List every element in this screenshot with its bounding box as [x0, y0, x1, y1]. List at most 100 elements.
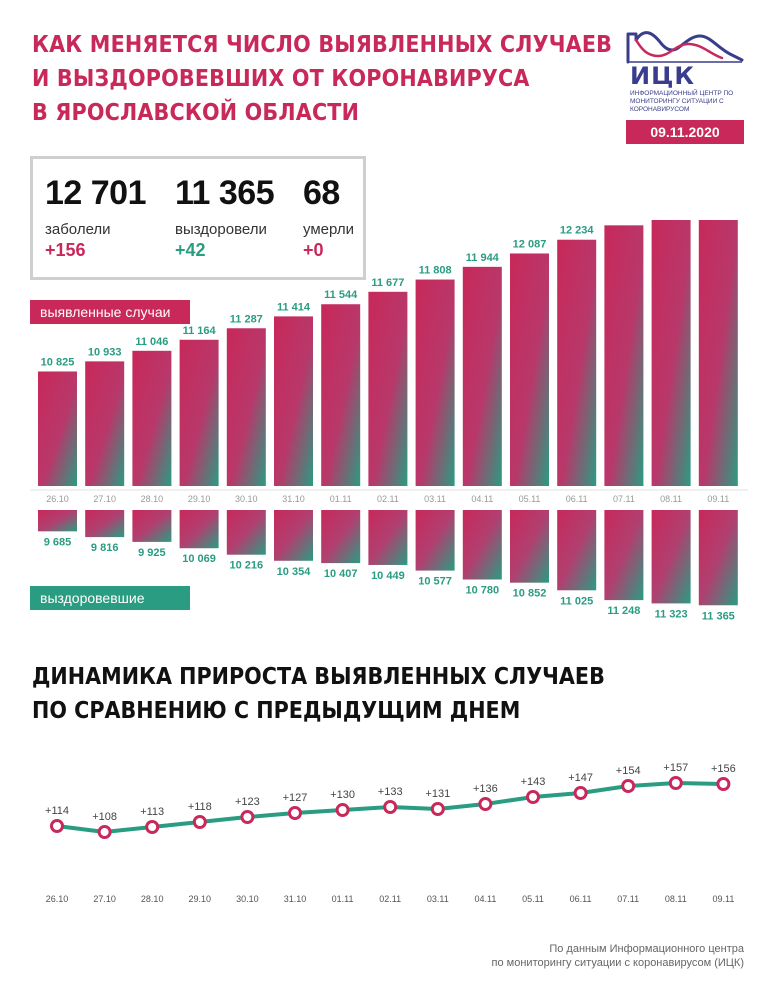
date-badge: 09.11.2020 — [626, 120, 744, 144]
cases-bar-label: 10 933 — [88, 346, 122, 358]
recovered-bar-label: 11 248 — [607, 605, 640, 617]
recovered-bar-label: 11 365 — [702, 610, 735, 622]
logo-name: ИЦК — [630, 62, 695, 90]
recovered-bar-label: 9 925 — [138, 547, 166, 559]
recovered-bar — [368, 510, 408, 565]
logo: ИЦК ИНФОРМАЦИОННЫЙ ЦЕНТР ПО МОНИТОРИНГУ … — [626, 30, 744, 113]
cases-tag: выявленные случаи — [30, 300, 190, 324]
growth-point — [192, 815, 207, 829]
stat-cases-delta: +156 — [45, 240, 86, 260]
stat-recovered: 11 365 выздоровели +42 — [175, 173, 275, 261]
main-title: КАК МЕНЯЕТСЯ ЧИСЛО ВЫЯВЛЕННЫХ СЛУЧАЕВ И … — [32, 28, 613, 130]
cases-bar-label: 12 087 — [513, 238, 547, 250]
growth-point-label: +127 — [283, 792, 308, 804]
growth-point-label: +114 — [45, 805, 69, 817]
recovered-bar-label: 11 025 — [560, 595, 593, 607]
cases-bar — [274, 316, 313, 486]
cases-bar — [368, 291, 408, 486]
growth-point-label: +154 — [616, 765, 641, 777]
growth-point — [430, 802, 445, 816]
cases-bar-label: 11 414 — [277, 301, 311, 313]
x-tick-label: 07.11 — [613, 494, 635, 504]
growth-point — [288, 806, 302, 820]
cases-bar — [415, 279, 455, 486]
stat-cases-label: заболели — [45, 221, 111, 238]
section-title-line: ПО СРАВНЕНИЮ С ПРЕДЫДУЩИМ ДНЕМ — [32, 698, 521, 724]
cases-bar-label: 12 234 — [560, 225, 595, 237]
stat-deaths: 68 умерли +0 — [303, 173, 354, 261]
growth-point-label: +123 — [235, 796, 260, 808]
stats-box: 12 701 заболели +156 11 365 выздоровели … — [30, 156, 366, 280]
growth-point — [668, 776, 683, 790]
x-tick-label: 08.11 — [660, 494, 682, 504]
cases-bar — [38, 371, 77, 486]
recovered-bar — [38, 510, 77, 532]
recovered-bar — [698, 510, 738, 606]
growth-point — [526, 790, 540, 804]
growth-point — [478, 797, 493, 811]
x-tick-label: 05.11 — [522, 894, 544, 904]
cases-bar-label: 11 046 — [135, 336, 168, 348]
cases-bar — [510, 253, 549, 486]
growth-point-label: +143 — [521, 776, 546, 788]
growth-point — [716, 777, 731, 791]
recovered-bar — [651, 510, 691, 604]
x-tick-label: 03.11 — [427, 894, 449, 904]
logo-subtitle: ИНФОРМАЦИОННЫЙ ЦЕНТР ПО МОНИТОРИНГУ СИТУ… — [630, 90, 734, 113]
cases-bar-label: 11 944 — [466, 252, 500, 264]
x-tick-label: 01.11 — [330, 494, 352, 504]
x-tick-label: 30.10 — [236, 894, 259, 904]
footer-source: По данным Информационного центра по мони… — [424, 942, 744, 970]
cases-bar-label: 11 544 — [324, 289, 358, 301]
cases-bar — [557, 239, 597, 486]
x-tick-label: 30.10 — [235, 494, 258, 504]
growth-point — [383, 800, 398, 814]
x-tick-label: 09.11 — [712, 894, 734, 904]
cases-bar — [179, 339, 219, 486]
section-title: ДИНАМИКА ПРИРОСТА ВЫЯВЛЕННЫХ СЛУЧАЕВ ПО … — [32, 660, 632, 728]
stat-deaths-label: умерли — [303, 221, 354, 238]
recovered-bar — [321, 510, 361, 564]
stat-cases: 12 701 заболели +156 — [45, 173, 147, 261]
x-tick-label: 27.10 — [93, 894, 116, 904]
x-tick-label: 04.11 — [471, 494, 493, 504]
cases-bar — [321, 304, 361, 486]
growth-point-label: +136 — [473, 783, 498, 795]
growth-point — [621, 779, 636, 793]
x-tick-label: 02.11 — [377, 494, 399, 504]
recovered-bar — [132, 510, 172, 542]
growth-point-label: +147 — [568, 772, 593, 784]
recovered-bar — [462, 510, 502, 580]
x-tick-label: 06.11 — [570, 894, 592, 904]
x-tick-label: 29.10 — [188, 494, 211, 504]
x-tick-label: 09.11 — [707, 494, 729, 504]
recovered-bar — [557, 510, 597, 591]
x-tick-label: 03.11 — [424, 494, 446, 504]
cases-bar-label: 12 388 — [607, 220, 641, 222]
x-tick-label: 28.10 — [141, 494, 164, 504]
x-tick-label: 28.10 — [141, 894, 164, 904]
x-tick-label: 31.10 — [284, 894, 307, 904]
recovered-bar — [510, 510, 549, 583]
recovered-bar-label: 10 216 — [229, 560, 263, 572]
x-tick-label: 27.10 — [93, 494, 116, 504]
growth-point-label: +156 — [711, 763, 736, 775]
x-tick-label: 07.11 — [617, 894, 639, 904]
main-title-line: КАК МЕНЯЕТСЯ ЧИСЛО ВЫЯВЛЕННЫХ СЛУЧАЕВ — [32, 32, 613, 58]
stat-cases-value: 12 701 — [45, 174, 147, 212]
growth-point — [240, 810, 255, 824]
growth-point-label: +118 — [188, 801, 212, 813]
growth-point — [50, 819, 64, 833]
growth-point-label: +113 — [140, 806, 164, 818]
cases-bar-label: 11 677 — [371, 277, 404, 289]
recovered-bar-label: 10 780 — [465, 585, 499, 597]
recovered-bar — [179, 510, 219, 549]
cases-bar — [226, 328, 266, 486]
recovered-bar-label: 9 816 — [91, 542, 119, 554]
footer-line: По данным Информационного центра — [549, 943, 744, 955]
main-title-line: В ЯРОСЛАВСКОЙ ОБЛАСТИ — [32, 100, 360, 126]
cases-bar — [604, 225, 644, 486]
recovered-tag: выздоровевшие — [30, 586, 190, 610]
growth-point-label: +157 — [663, 762, 688, 774]
recovered-bar — [604, 510, 644, 601]
